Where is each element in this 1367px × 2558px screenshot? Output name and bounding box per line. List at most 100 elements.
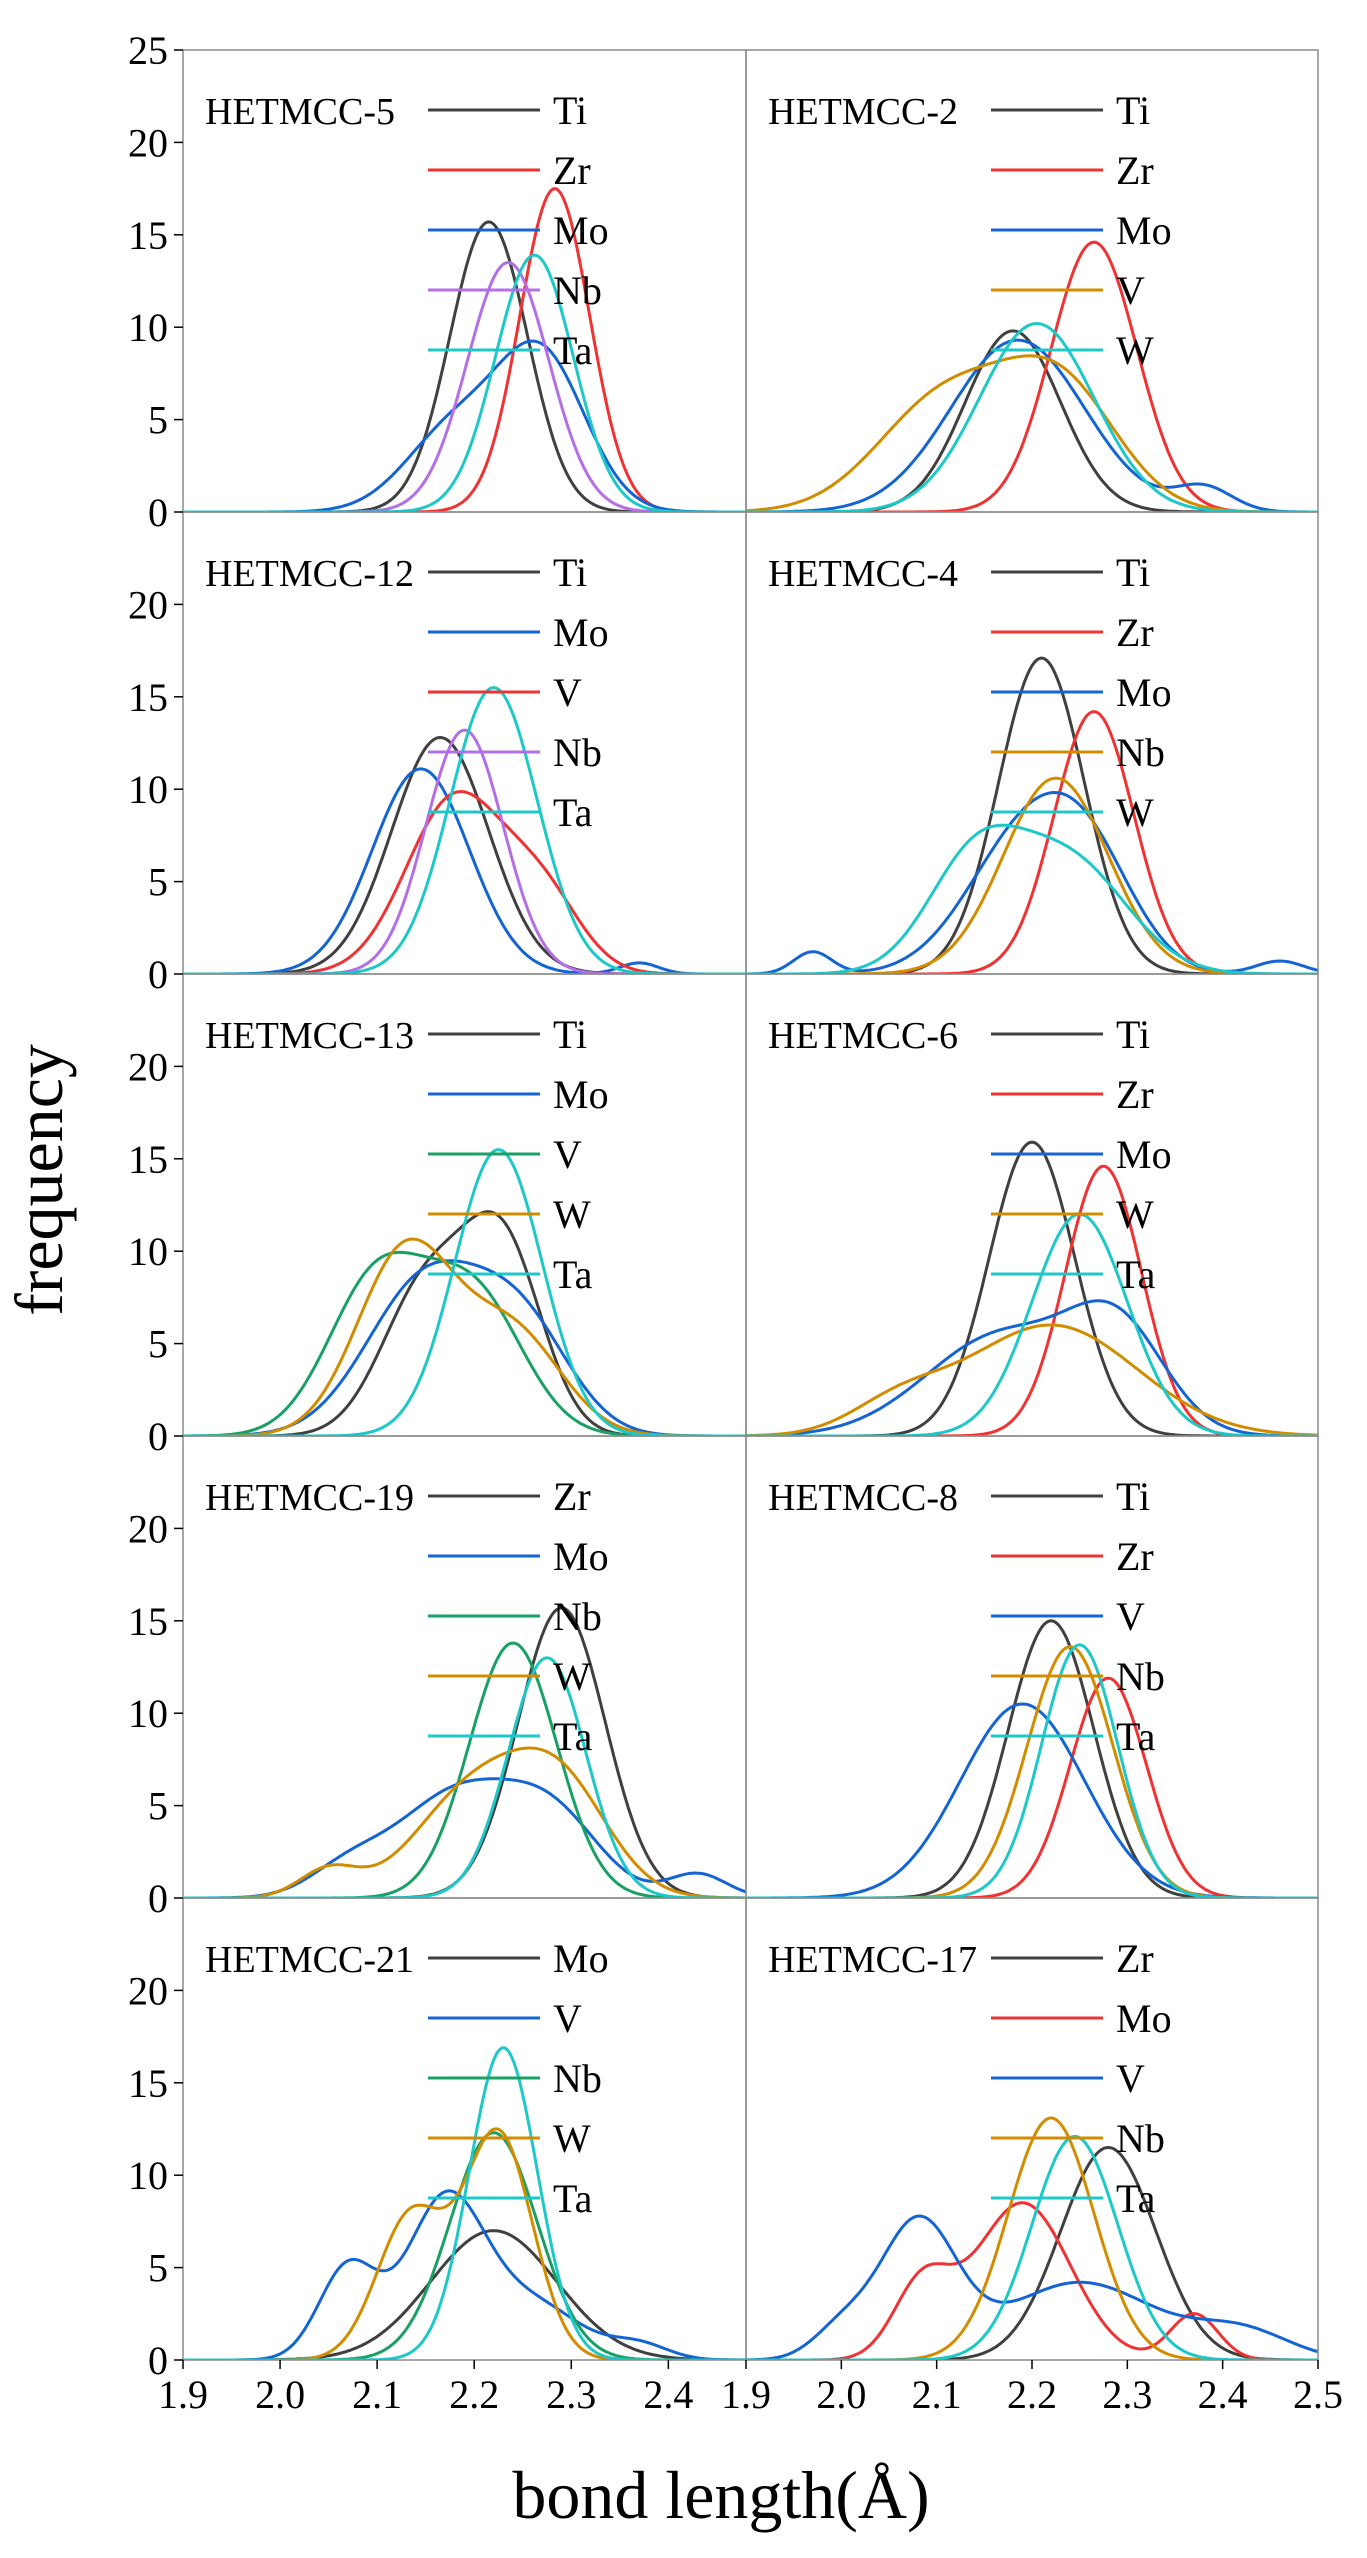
y-tick-label: 15 — [128, 213, 168, 258]
y-tick-label: 20 — [128, 582, 168, 627]
legend-label-zr: Zr — [553, 148, 591, 193]
panel-title: HETMCC-17 — [768, 1939, 977, 1981]
x-axis-title: bond length(Å) — [512, 2457, 929, 2533]
series-line-w — [746, 1323, 1318, 1436]
legend-label-ta: Ta — [1116, 1252, 1156, 1297]
series-line-nb — [746, 776, 1318, 974]
legend-label-w: W — [553, 1192, 591, 1237]
panel-title: HETMCC-13 — [205, 1015, 414, 1057]
chart-panel-hetmcc-19: HETMCC-19 Zr Mo Nb W Ta — [182, 1435, 747, 1899]
series-line-ta — [183, 253, 746, 512]
y-tick-label: 5 — [148, 1322, 168, 1367]
legend-label-v: V — [1116, 2056, 1145, 2101]
legend-label-mo: Mo — [1116, 1996, 1172, 2041]
legend-label-v: V — [553, 670, 582, 715]
legend-label-mo: Mo — [1116, 208, 1172, 253]
legend-label-nb: Nb — [553, 268, 602, 313]
series-line-ti — [746, 656, 1318, 974]
y-tick-label: 20 — [128, 1506, 168, 1551]
legend-label-nb: Nb — [553, 730, 602, 775]
legend-label-mo: Mo — [553, 610, 609, 655]
legend-label-w: W — [553, 1654, 591, 1699]
legend-label-v: V — [553, 1132, 582, 1177]
legend-label-ta: Ta — [1116, 2176, 1156, 2221]
legend-label-ti: Ti — [1116, 1474, 1150, 1519]
legend-label-nb: Nb — [1116, 1654, 1165, 1699]
legend: Zr Mo V Nb Ta — [991, 1936, 1172, 2221]
legend-label-w: W — [1116, 1192, 1154, 1237]
y-tick-label: 20 — [128, 1968, 168, 2013]
legend: Ti Zr Mo Nb Ta — [428, 88, 609, 373]
y-tick-label: 0 — [148, 2338, 168, 2383]
x-tick-label: 2.1 — [352, 2372, 402, 2417]
series-line-zr — [746, 2145, 1318, 2360]
legend-label-w: W — [1116, 790, 1154, 835]
legend-label-nb: Nb — [553, 1594, 602, 1639]
x-tick-label: 1.9 — [721, 2372, 771, 2417]
legend-label-nb: Nb — [553, 2056, 602, 2101]
legend-label-w: W — [1116, 328, 1154, 373]
legend-label-mo: Mo — [553, 1534, 609, 1579]
y-tick-label: 25 — [128, 28, 168, 73]
series-line-ti — [183, 220, 746, 512]
legend-label-ta: Ta — [553, 2176, 593, 2221]
y-tick-label: 5 — [148, 398, 168, 443]
x-tick-label: 2.2 — [1007, 2372, 1057, 2417]
legend-label-nb: Nb — [1116, 2116, 1165, 2161]
y-tick-label: 0 — [148, 1876, 168, 1921]
series-line-w — [183, 1746, 746, 1898]
legend-label-mo: Mo — [553, 1936, 609, 1981]
y-axis-title: frequency — [1, 1044, 77, 1316]
legend-label-ti: Ti — [1116, 1012, 1150, 1057]
legend-label-ti: Ti — [1116, 88, 1150, 133]
series-line-mo — [746, 1299, 1318, 1436]
series-lines — [746, 1140, 1318, 1436]
legend-label-ti: Ti — [553, 88, 587, 133]
panel-title: HETMCC-12 — [205, 553, 414, 595]
series-lines — [746, 656, 1318, 974]
chart-panel-hetmcc-4: HETMCC-4 Ti Zr Mo Nb W — [745, 511, 1319, 975]
series-line-ta — [746, 1212, 1318, 1436]
axes-ticks: 25 20 15 10 5 0 20 15 10 5 0 20 15 10 5 0 20 15 10 5 0 20 15 10… — [128, 28, 1343, 2417]
legend-label-zr: Zr — [1116, 1534, 1154, 1579]
legend-label-ta: Ta — [553, 1252, 593, 1297]
y-tick-label: 0 — [148, 490, 168, 535]
legend-label-mo: Mo — [553, 1072, 609, 1117]
legend-label-v: V — [1116, 1594, 1145, 1639]
legend: Ti Zr V Nb Ta — [991, 1474, 1165, 1759]
series-line-ta — [183, 1656, 746, 1898]
chart-panel-hetmcc-6: HETMCC-6 Ti Zr Mo W Ta — [745, 973, 1319, 1437]
y-tick-label: 20 — [128, 1044, 168, 1089]
y-tick-label: 15 — [128, 2061, 168, 2106]
x-tick-label: 2.4 — [1198, 2372, 1248, 2417]
series-lines — [183, 1606, 746, 1898]
legend-label-ta: Ta — [553, 790, 593, 835]
panel-title: HETMCC-5 — [205, 91, 395, 133]
legend-label-zr: Zr — [553, 1474, 591, 1519]
x-tick-label: 2.1 — [912, 2372, 962, 2417]
y-tick-label: 10 — [128, 2153, 168, 2198]
y-tick-label: 10 — [128, 1229, 168, 1274]
series-line-mo — [746, 338, 1318, 512]
y-tick-label: 10 — [128, 1691, 168, 1736]
panel-title: HETMCC-4 — [768, 553, 958, 595]
x-tick-label: 2.3 — [546, 2372, 596, 2417]
legend-label-zr: Zr — [1116, 610, 1154, 655]
y-tick-label: 15 — [128, 675, 168, 720]
legend: Ti Zr Mo Nb W — [991, 550, 1172, 835]
legend-label-v: V — [1116, 268, 1145, 313]
legend-label-ti: Ti — [1116, 550, 1150, 595]
panel-title: HETMCC-6 — [768, 1015, 958, 1057]
panel-title: HETMCC-2 — [768, 91, 958, 133]
x-tick-label: 1.9 — [158, 2372, 208, 2417]
x-tick-label: 2.0 — [816, 2372, 866, 2417]
legend: Ti Zr Mo W Ta — [991, 1012, 1172, 1297]
legend-label-ta: Ta — [553, 1714, 593, 1759]
legend-label-ta: Ta — [553, 328, 593, 373]
series-line-nb — [183, 728, 746, 974]
y-tick-label: 5 — [148, 1784, 168, 1829]
series-line-mo — [183, 767, 746, 974]
legend-label-zr: Zr — [1116, 148, 1154, 193]
